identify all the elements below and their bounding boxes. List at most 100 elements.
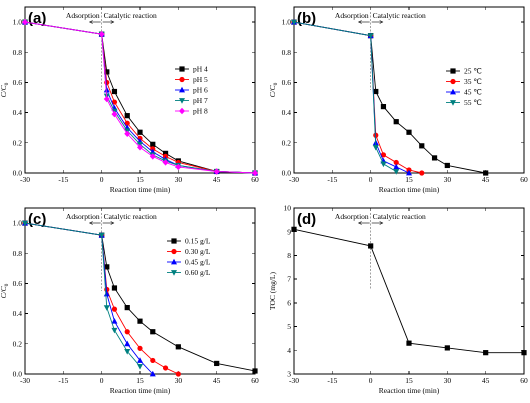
data-point <box>393 163 400 170</box>
x-tick-label: 0 <box>369 376 373 385</box>
legend-marker <box>179 76 185 83</box>
arrow-right-head <box>379 221 384 225</box>
legend-entry: 35 ℃ <box>464 77 482 86</box>
x-tick-label: 15 <box>405 175 413 184</box>
legend-marker <box>171 238 177 244</box>
legend-marker <box>450 68 456 74</box>
series-line-3 <box>293 21 410 174</box>
data-point <box>175 163 182 171</box>
data-point <box>483 350 489 356</box>
x-tick-label: -30 <box>289 376 299 385</box>
data-point <box>137 364 143 370</box>
legend-entry: 0.15 g/L <box>185 237 211 246</box>
y-tick-label: 0.4 <box>13 108 23 117</box>
data-point <box>380 161 387 168</box>
legend-entry: pH 4 <box>193 65 208 74</box>
data-point <box>111 306 118 312</box>
x-axis-label: Reaction time (min) <box>379 185 440 194</box>
x-tick-label: 30 <box>444 175 452 184</box>
legend-marker <box>171 248 177 255</box>
x-tick-label: 60 <box>251 175 259 184</box>
x-tick-label: 60 <box>520 175 528 184</box>
data-point <box>103 86 110 93</box>
y-tick-label: 8 <box>287 251 291 260</box>
legend-marker <box>171 258 177 265</box>
data-point <box>291 19 297 26</box>
data-point <box>291 226 297 232</box>
data-point <box>419 143 425 149</box>
arrow-left-head <box>357 221 362 225</box>
x-tick-label: 15 <box>405 376 413 385</box>
arrow-left-head <box>357 20 362 24</box>
data-point <box>124 113 130 119</box>
data-point <box>162 150 169 156</box>
annotation-adsorption: Adsorption <box>66 212 100 221</box>
arrow-right-head <box>110 20 115 24</box>
x-tick-label: 15 <box>136 175 144 184</box>
x-tick-label: -15 <box>327 376 337 385</box>
legend-marker <box>179 107 185 115</box>
data-point <box>124 305 130 311</box>
y-tick-label: 0.0 <box>282 169 292 178</box>
data-point <box>22 220 28 227</box>
x-axis-label: Reaction time (min) <box>110 386 171 395</box>
data-point <box>372 144 379 151</box>
x-tick-label: 30 <box>444 376 452 385</box>
x-tick-label: 45 <box>482 376 490 385</box>
arrow-left-head <box>88 221 93 225</box>
legend: 25 ℃35 ℃ 45 ℃55 ℃ <box>446 67 482 107</box>
data-point <box>521 350 527 356</box>
series-line-2 <box>293 21 422 174</box>
series-line-3 <box>24 222 154 375</box>
annotation-catalytic: Catalytic reaction <box>104 212 157 221</box>
legend-marker <box>450 88 456 95</box>
y-axis-label-main: C/C <box>0 285 8 298</box>
y-axis-label-sub: 0 <box>4 82 10 85</box>
data-point <box>98 232 105 239</box>
data-point <box>431 155 438 161</box>
y-tick-label: 1.0 <box>13 18 23 27</box>
y-tick-label: 1.0 <box>13 219 23 228</box>
data-point <box>393 159 399 166</box>
data-point <box>175 344 181 350</box>
y-axis-label-main: C/C <box>268 84 277 97</box>
x-tick-label: -30 <box>20 376 30 385</box>
data-point <box>111 317 118 324</box>
x-tick-label: 60 <box>520 376 528 385</box>
x-tick-label: 30 <box>175 175 183 184</box>
data-point <box>393 119 399 125</box>
panel-label: (d) <box>297 211 316 228</box>
chart-panel-c: -30 -15 0 15 30 45 60 0.0 0.2 0.4 0.6 0.8 1.0 Reactio… <box>0 207 259 395</box>
y-tick-label: 0.8 <box>282 48 292 57</box>
data-point <box>111 110 118 118</box>
data-point <box>111 88 118 95</box>
data-point <box>175 371 181 377</box>
x-axis-label: Reaction time (min) <box>379 386 440 395</box>
x-tick-label: 0 <box>100 376 104 385</box>
series-line-4 <box>24 222 141 367</box>
y-tick-label: 0.4 <box>282 108 292 117</box>
data-point <box>137 318 143 324</box>
legend-entry: pH 7 <box>193 96 208 105</box>
panel-label: (b) <box>297 10 316 27</box>
legend-entry: 45 ℃ <box>464 88 482 97</box>
y-tick-label: 9 <box>287 227 291 236</box>
panel-label: (c) <box>28 211 46 228</box>
data-point <box>367 33 374 39</box>
legend-marker <box>450 78 456 85</box>
y-tick-label: 0.0 <box>13 169 23 178</box>
data-point <box>103 305 110 311</box>
series-line-1 <box>293 21 486 174</box>
data-point <box>406 340 412 346</box>
data-point <box>214 360 220 367</box>
legend-marker <box>179 98 185 104</box>
annotation-adsorption: Adsorption <box>66 11 100 20</box>
legend-marker <box>450 100 456 106</box>
data-point <box>444 345 450 351</box>
x-tick-label: -15 <box>58 175 68 184</box>
y-axis-label-sub: 0 <box>4 283 10 286</box>
data-point <box>368 243 374 249</box>
plot-frame <box>293 207 525 375</box>
y-tick-label: 0.6 <box>282 78 292 87</box>
